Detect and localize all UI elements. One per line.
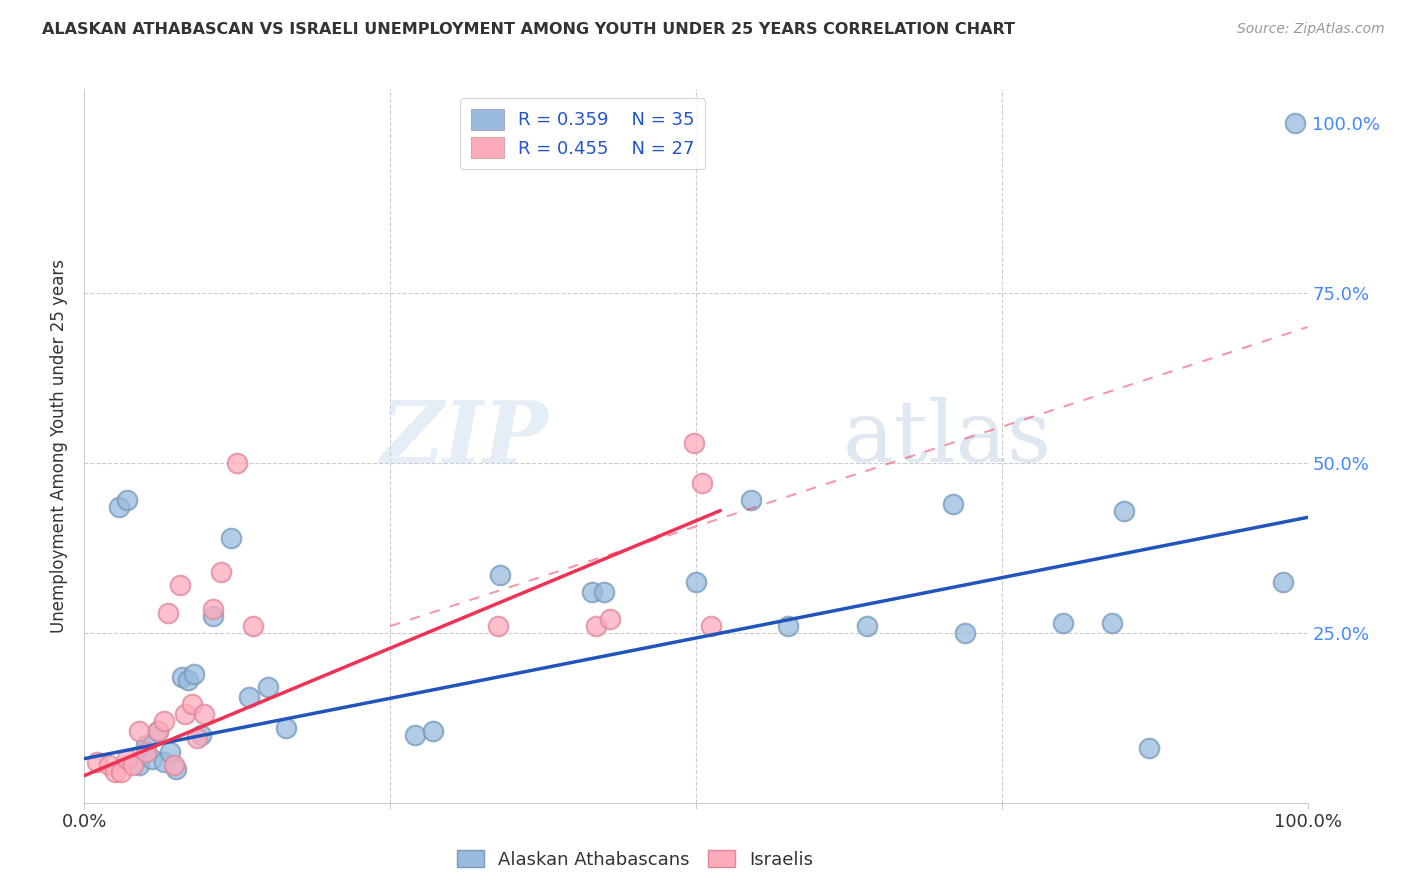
Point xyxy=(740,493,762,508)
Point xyxy=(257,680,280,694)
Point xyxy=(141,751,163,765)
Point xyxy=(404,728,426,742)
Point xyxy=(169,578,191,592)
Point xyxy=(593,585,616,599)
Point xyxy=(685,574,707,589)
Point xyxy=(135,745,157,759)
Point xyxy=(110,765,132,780)
Point xyxy=(1114,503,1136,517)
Text: ZIP: ZIP xyxy=(381,397,550,481)
Point xyxy=(953,626,976,640)
Point xyxy=(172,670,194,684)
Point xyxy=(209,565,232,579)
Point xyxy=(153,755,176,769)
Point xyxy=(942,497,965,511)
Point xyxy=(165,762,187,776)
Point xyxy=(1052,615,1074,630)
Point xyxy=(238,690,260,705)
Point xyxy=(128,758,150,772)
Y-axis label: Unemployment Among Youth under 25 years: Unemployment Among Youth under 25 years xyxy=(51,259,69,633)
Point xyxy=(128,724,150,739)
Point xyxy=(682,435,704,450)
Point xyxy=(173,707,195,722)
Point xyxy=(219,531,242,545)
Point xyxy=(699,619,721,633)
Point xyxy=(107,500,129,515)
Point xyxy=(163,758,186,772)
Text: atlas: atlas xyxy=(842,397,1052,481)
Point xyxy=(146,724,169,739)
Point xyxy=(146,724,169,739)
Point xyxy=(276,721,298,735)
Point xyxy=(226,456,249,470)
Point xyxy=(104,765,127,780)
Point xyxy=(186,731,208,746)
Point xyxy=(122,758,145,772)
Point xyxy=(1137,741,1160,756)
Point xyxy=(97,758,120,772)
Point xyxy=(489,568,512,582)
Point xyxy=(115,751,138,765)
Point xyxy=(776,619,799,633)
Point xyxy=(177,673,200,688)
Point xyxy=(153,714,176,729)
Point xyxy=(183,666,205,681)
Point xyxy=(690,476,713,491)
Point xyxy=(201,608,224,623)
Text: ALASKAN ATHABASCAN VS ISRAELI UNEMPLOYMENT AMONG YOUTH UNDER 25 YEARS CORRELATIO: ALASKAN ATHABASCAN VS ISRAELI UNEMPLOYME… xyxy=(42,22,1015,37)
Point xyxy=(1101,615,1123,630)
Point xyxy=(201,602,224,616)
Point xyxy=(585,619,607,633)
Point xyxy=(242,619,264,633)
Point xyxy=(1284,116,1306,130)
Point xyxy=(190,728,212,742)
Legend: Alaskan Athabascans, Israelis: Alaskan Athabascans, Israelis xyxy=(450,843,820,876)
Point xyxy=(156,606,179,620)
Point xyxy=(135,738,157,752)
Point xyxy=(159,745,181,759)
Point xyxy=(115,493,138,508)
Point xyxy=(181,698,204,712)
Point xyxy=(422,724,444,739)
Text: Source: ZipAtlas.com: Source: ZipAtlas.com xyxy=(1237,22,1385,37)
Point xyxy=(1272,574,1295,589)
Point xyxy=(856,619,879,633)
Point xyxy=(599,612,621,626)
Point xyxy=(193,707,215,722)
Point xyxy=(581,585,603,599)
Point xyxy=(86,755,108,769)
Point xyxy=(486,619,509,633)
